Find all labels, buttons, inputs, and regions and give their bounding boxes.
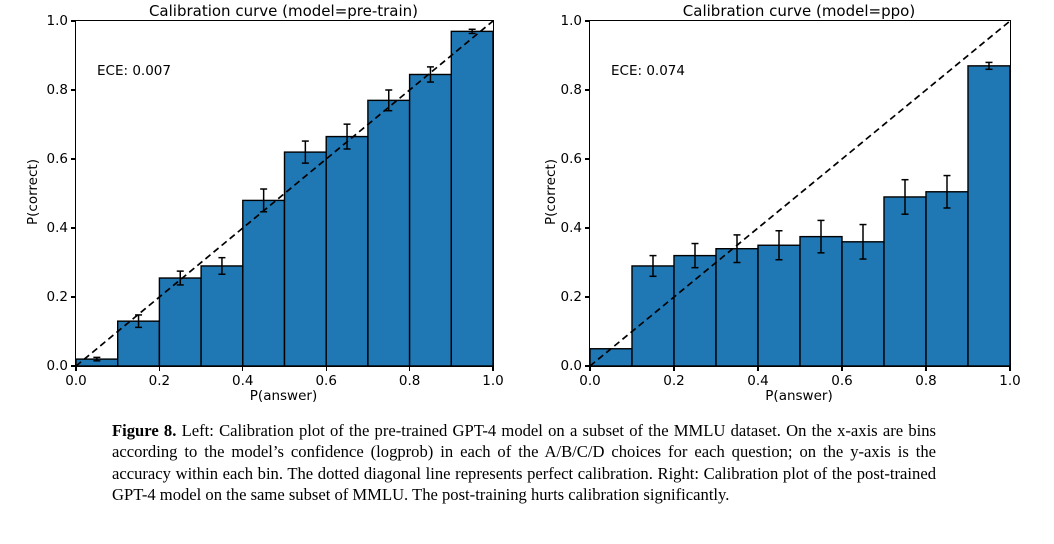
histogram-bar [631,265,675,366]
histogram-bar [883,196,927,366]
histogram-bar [408,73,453,366]
x-tick-mark [673,367,675,372]
histogram-bar [367,99,411,366]
y-tick-label: 0.8 [560,82,582,98]
y-tick-mark [70,227,75,229]
y-tick-label: 0.4 [46,220,68,236]
calibration-chart-ppo: Calibration curve (model=ppo) P(correct)… [527,0,1054,410]
histogram-bar [799,235,843,366]
y-tick-label: 0.6 [560,151,582,167]
x-tick-label: 0.2 [148,373,171,389]
histogram-bar [590,348,633,366]
y-tick-mark [584,20,589,22]
x-tick-mark [589,367,591,372]
x-tick-mark [925,367,927,372]
y-axis-label-ppo: P(correct) [543,159,559,225]
plot-canvas [76,21,493,366]
histogram-bar [450,30,493,366]
x-tick-label: 0.0 [65,373,87,389]
y-tick-label: 1.0 [560,13,582,29]
x-tick-label: 0.0 [579,373,601,389]
histogram-bar [673,254,717,366]
histogram-bar [325,135,369,366]
y-tick-label: 0.0 [46,358,68,374]
y-tick-label: 0.2 [560,289,582,305]
chart-title-ppo: Calibration curve (model=ppo) [682,2,916,20]
y-tick-mark [70,296,75,298]
plot-area-ppo: ECE: 0.074 [589,20,1011,367]
y-tick-mark [584,365,589,367]
histogram-bar [967,65,1010,366]
y-tick-mark [584,89,589,91]
x-tick-label: 0.4 [747,373,769,389]
figure-caption-label: Figure 8. [112,421,177,440]
plot-area-pretrain: ECE: 0.007 [75,20,494,367]
histogram-bar [242,199,286,366]
y-tick-label: 0.2 [46,289,68,305]
x-tick-label: 1.0 [999,373,1021,389]
y-tick-label: 0.0 [560,358,582,374]
y-tick-label: 1.0 [46,13,68,29]
x-tick-label: 0.2 [663,373,685,389]
perfect-calibration-line [76,21,493,366]
x-tick-label: 0.4 [232,373,254,389]
ece-annotation-pretrain: ECE: 0.007 [97,63,171,79]
x-tick-mark [1009,367,1011,372]
histogram-bar [925,191,969,366]
x-tick-mark [242,367,244,372]
x-tick-mark [757,367,759,372]
perfect-calibration-line [590,21,1010,366]
y-tick-label: 0.4 [560,220,582,236]
histogram-bar [841,241,885,366]
y-tick-mark [584,296,589,298]
ece-annotation-ppo: ECE: 0.074 [611,63,685,79]
y-tick-mark [584,227,589,229]
y-axis-label-pretrain: P(correct) [25,159,41,225]
y-tick-label: 0.8 [46,82,68,98]
x-tick-label: 0.8 [915,373,937,389]
y-tick-mark [70,89,75,91]
y-tick-label: 0.6 [46,151,68,167]
x-axis-label-ppo: P(answer) [765,388,833,404]
x-tick-mark [158,367,161,372]
x-tick-label: 1.0 [482,373,504,389]
x-tick-mark [75,367,77,372]
calibration-chart-pretrain: Calibration curve (model=pre-train) P(co… [0,0,527,410]
histogram-bar [715,247,759,366]
x-tick-label: 0.8 [398,373,421,389]
histogram-bar [200,265,244,366]
figure-caption-text: Left: Calibration plot of the pre-traine… [112,421,937,505]
x-tick-mark [408,367,411,372]
x-tick-mark [492,367,494,372]
y-tick-mark [584,158,589,160]
x-tick-label: 0.6 [315,373,337,389]
plot-canvas [590,21,1010,366]
histogram-bar [757,244,801,366]
y-tick-mark [70,158,75,160]
histogram-bar [283,151,327,366]
figure-caption: Figure 8. Left: Calibration plot of the … [112,420,936,506]
x-axis-label-pretrain: P(answer) [249,388,318,404]
x-tick-mark [841,367,843,372]
y-tick-mark [70,20,75,22]
x-tick-label: 0.6 [831,373,853,389]
y-tick-mark [70,365,75,367]
x-tick-mark [325,367,327,372]
chart-title-pretrain: Calibration curve (model=pre-train) [148,2,419,20]
